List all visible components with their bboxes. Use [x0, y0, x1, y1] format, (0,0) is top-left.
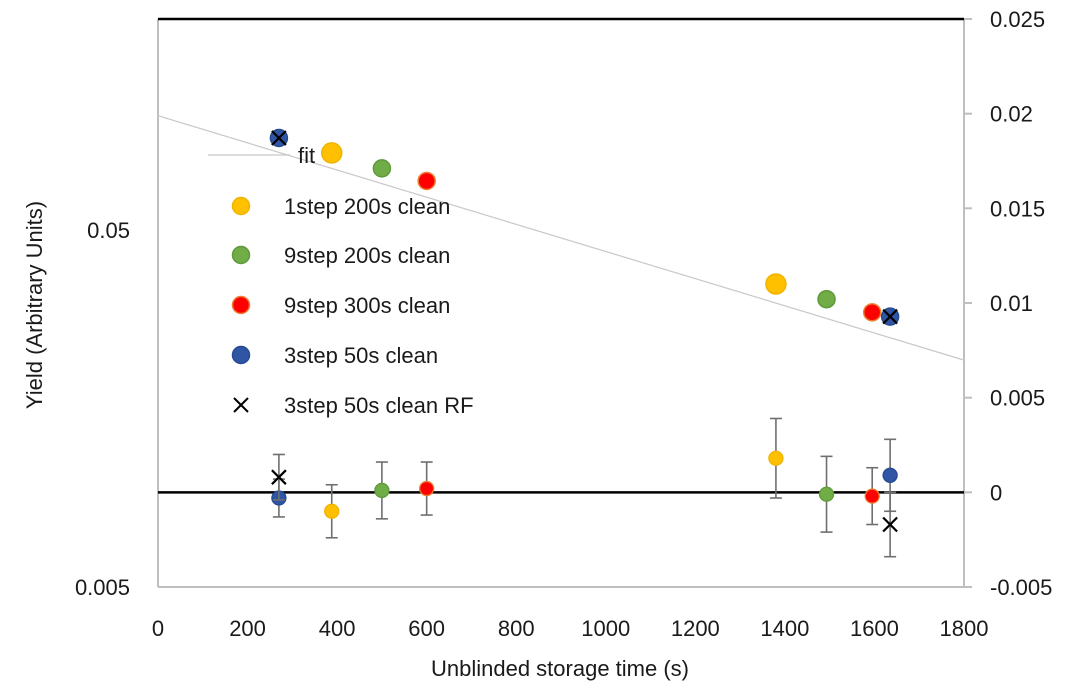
residual-point	[768, 450, 784, 466]
x-tick-label: 200	[229, 616, 266, 641]
residual-point	[419, 480, 435, 497]
right-tick-label: 0.015	[990, 196, 1045, 221]
legend-circle-swatch	[231, 196, 251, 216]
data-point-x-marker	[271, 130, 287, 146]
residual-point	[818, 486, 835, 502]
data-point	[862, 303, 882, 322]
data-point	[765, 273, 787, 295]
fit-line	[157, 115, 965, 361]
x-tick-label: 0	[152, 616, 164, 641]
legend-circle-swatch	[231, 245, 251, 265]
legend-label: 9step 200s clean	[284, 243, 450, 268]
legend: fit 1step 200s clean 9step 200s clean 9step…	[208, 143, 474, 418]
axes-labels-group: 0 200 400 600 800 1000 1200 1400 1600 1800 0.025 0.…	[75, 7, 1052, 641]
left-tick-label: 0.005	[75, 575, 130, 600]
right-tick-label: 0.01	[990, 291, 1033, 316]
data-point	[320, 142, 343, 164]
fit-line-group	[157, 115, 965, 361]
data-point	[817, 289, 836, 309]
x-tick-label: 400	[319, 616, 356, 641]
residual-point	[324, 503, 340, 519]
y-axis-label: Yield (Arbitrary Units)	[22, 201, 47, 409]
left-tick-label: 0.05	[87, 218, 130, 243]
right-tick-label: 0.005	[990, 386, 1045, 411]
legend-label: 3step 50s clean RF	[284, 393, 474, 418]
data-points-group	[269, 128, 900, 558]
legend-circle-swatch	[231, 295, 251, 315]
residual-point	[374, 482, 390, 499]
data-point	[417, 171, 436, 191]
x-tick-label: 1400	[760, 616, 809, 641]
right-tick-label: -0.005	[990, 575, 1052, 600]
right-tick-label: 0	[990, 480, 1002, 505]
right-tick-label: 0.02	[990, 102, 1033, 127]
residual-point	[882, 467, 898, 483]
x-tick-label: 1200	[671, 616, 720, 641]
data-point	[372, 159, 392, 178]
legend-label: 9step 300s clean	[284, 293, 450, 318]
x-tick-label: 600	[408, 616, 445, 641]
residual-point-x-marker	[882, 516, 898, 533]
legend-label: fit	[298, 143, 315, 168]
residual-point	[864, 488, 880, 504]
x-axis-label: Unblinded storage time (s)	[431, 656, 689, 681]
x-tick-label: 1600	[850, 616, 899, 641]
x-tick-label: 1800	[940, 616, 989, 641]
residual-point-x-marker	[271, 469, 287, 485]
x-tick-label: 800	[498, 616, 535, 641]
data-point-x-marker	[882, 308, 898, 325]
legend-x-swatch	[233, 397, 249, 413]
right-tick-label: 0.025	[990, 7, 1045, 32]
legend-circle-swatch	[231, 345, 251, 365]
legend-label: 1step 200s clean	[284, 194, 450, 219]
x-tick-label: 1000	[581, 616, 630, 641]
legend-label: 3step 50s clean	[284, 343, 438, 368]
